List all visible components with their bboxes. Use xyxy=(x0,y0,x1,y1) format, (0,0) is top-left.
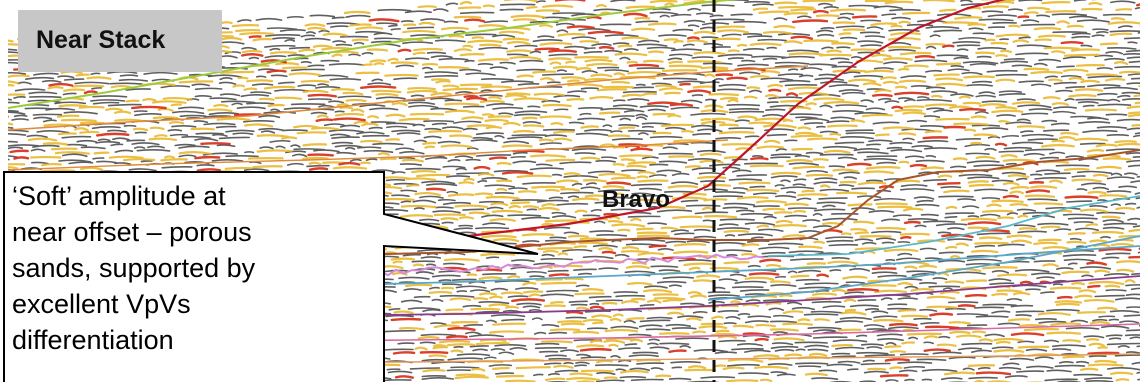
callout-line-1: ‘Soft’ amplitude at xyxy=(12,181,226,211)
panel-title: Near Stack xyxy=(36,26,166,54)
callout-line-5: differentiation xyxy=(12,325,174,355)
panel-title-box: Near Stack xyxy=(18,10,222,72)
callout-line-2: near offset – porous xyxy=(12,217,252,247)
callout-line-4: excellent VpVs xyxy=(12,289,191,319)
horizon-orange-1 xyxy=(8,65,809,131)
well-label: Bravo xyxy=(602,186,671,213)
callout-text: ‘Soft’ amplitude at near offset – porous… xyxy=(12,178,372,358)
horizon-green xyxy=(8,0,739,109)
horizon-blue-2 xyxy=(707,235,1140,301)
horizon-orange-2 xyxy=(8,139,729,171)
horizon-teal-right xyxy=(767,195,1140,257)
callout-line-3: sands, supported by xyxy=(12,253,256,283)
